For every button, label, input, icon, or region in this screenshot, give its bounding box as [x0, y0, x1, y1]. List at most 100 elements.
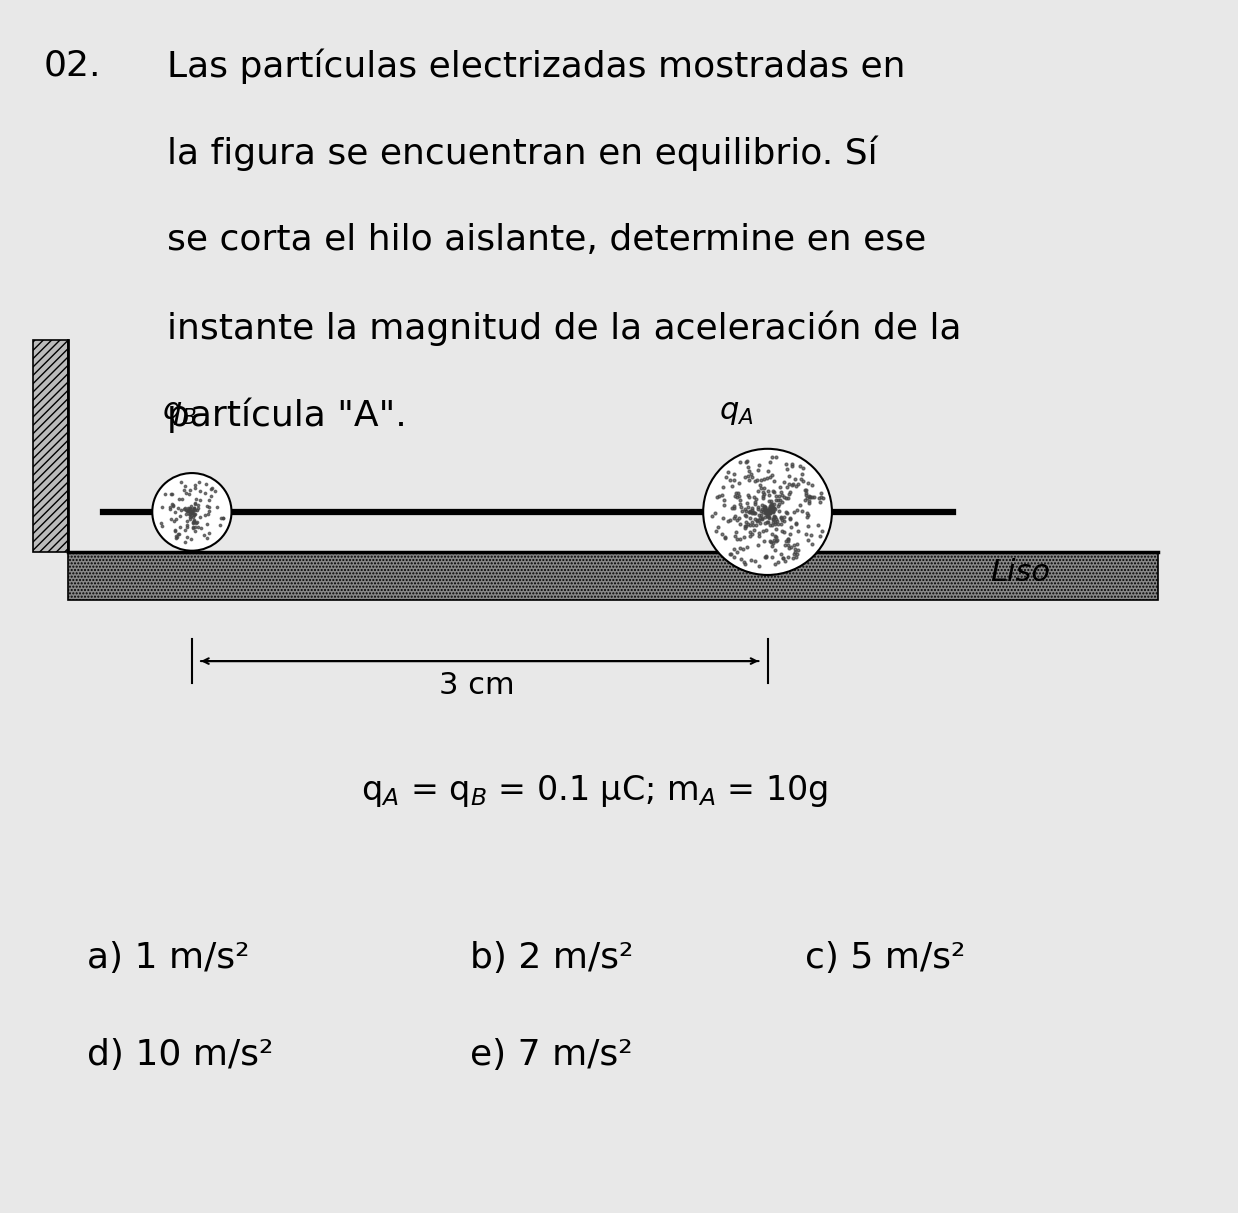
Point [191, 482, 210, 501]
Point [207, 497, 227, 517]
Point [761, 533, 781, 552]
Point [755, 547, 775, 566]
Point [727, 509, 747, 529]
Point [790, 456, 810, 475]
Point [789, 474, 808, 494]
Point [735, 501, 755, 520]
Point [766, 519, 786, 539]
Point [740, 501, 760, 520]
Point [792, 471, 812, 490]
Point [759, 500, 779, 519]
Point [732, 549, 751, 569]
Point [213, 508, 233, 528]
Point [183, 512, 203, 531]
Point [165, 520, 184, 540]
Point [168, 524, 188, 543]
Point [753, 522, 773, 541]
Text: 02.: 02. [43, 49, 100, 82]
Point [773, 492, 792, 512]
Point [725, 522, 745, 541]
Point [761, 495, 781, 514]
Point [779, 466, 799, 485]
Point [183, 518, 203, 537]
Point [725, 507, 745, 526]
Point [180, 484, 199, 503]
Point [188, 495, 208, 514]
Point [758, 501, 777, 520]
Point [765, 506, 785, 525]
Point [740, 526, 760, 546]
Point [737, 451, 756, 471]
Point [707, 488, 727, 507]
Point [182, 501, 202, 520]
Point [214, 508, 234, 528]
Point [160, 497, 180, 517]
Point [755, 500, 775, 519]
Point [775, 488, 795, 507]
Point [799, 530, 818, 549]
Point [756, 501, 776, 520]
Point [177, 483, 197, 502]
Point [739, 461, 759, 480]
Point [738, 466, 758, 485]
Point [769, 553, 789, 573]
Point [749, 556, 769, 575]
Point [184, 499, 204, 518]
Point [184, 518, 204, 537]
Point [750, 479, 770, 499]
Point [763, 509, 782, 529]
Point [777, 531, 797, 551]
Point [756, 468, 776, 488]
Point [716, 528, 735, 547]
Point [764, 502, 784, 522]
Point [176, 533, 196, 552]
Point [730, 514, 750, 534]
Point [702, 507, 722, 526]
Point [176, 520, 196, 540]
Point [197, 496, 217, 516]
Point [813, 488, 833, 507]
Point [151, 516, 171, 535]
Text: a) 1 m/s²: a) 1 m/s² [87, 941, 249, 975]
Point [729, 486, 749, 506]
Point [181, 500, 201, 519]
Point [774, 472, 794, 491]
Point [785, 535, 805, 554]
Point [763, 448, 782, 467]
Point [780, 508, 800, 528]
Point [180, 509, 199, 529]
Point [791, 469, 811, 489]
Point [194, 525, 214, 545]
Point [799, 517, 818, 536]
Point [706, 520, 725, 540]
Point [742, 503, 761, 523]
Point [805, 486, 825, 506]
Point [758, 506, 777, 525]
Point [170, 517, 189, 536]
Point [186, 500, 206, 519]
Point [725, 486, 745, 506]
Point [769, 514, 789, 534]
Point [735, 506, 755, 525]
Point [745, 551, 765, 570]
Point [764, 530, 784, 549]
Point [170, 524, 189, 543]
Point [165, 512, 184, 531]
Point [183, 518, 203, 537]
Point [764, 483, 784, 502]
Point [761, 491, 781, 511]
Point [780, 509, 800, 529]
Point [183, 501, 203, 520]
Point [187, 501, 207, 520]
Point [797, 507, 817, 526]
Point [797, 489, 817, 508]
Point [782, 475, 802, 495]
Point [765, 554, 785, 574]
Point [730, 497, 750, 517]
Point [774, 511, 794, 530]
Point [761, 466, 781, 485]
Point [763, 536, 782, 556]
Point [799, 506, 818, 525]
Point [735, 513, 755, 533]
Point [177, 512, 197, 531]
